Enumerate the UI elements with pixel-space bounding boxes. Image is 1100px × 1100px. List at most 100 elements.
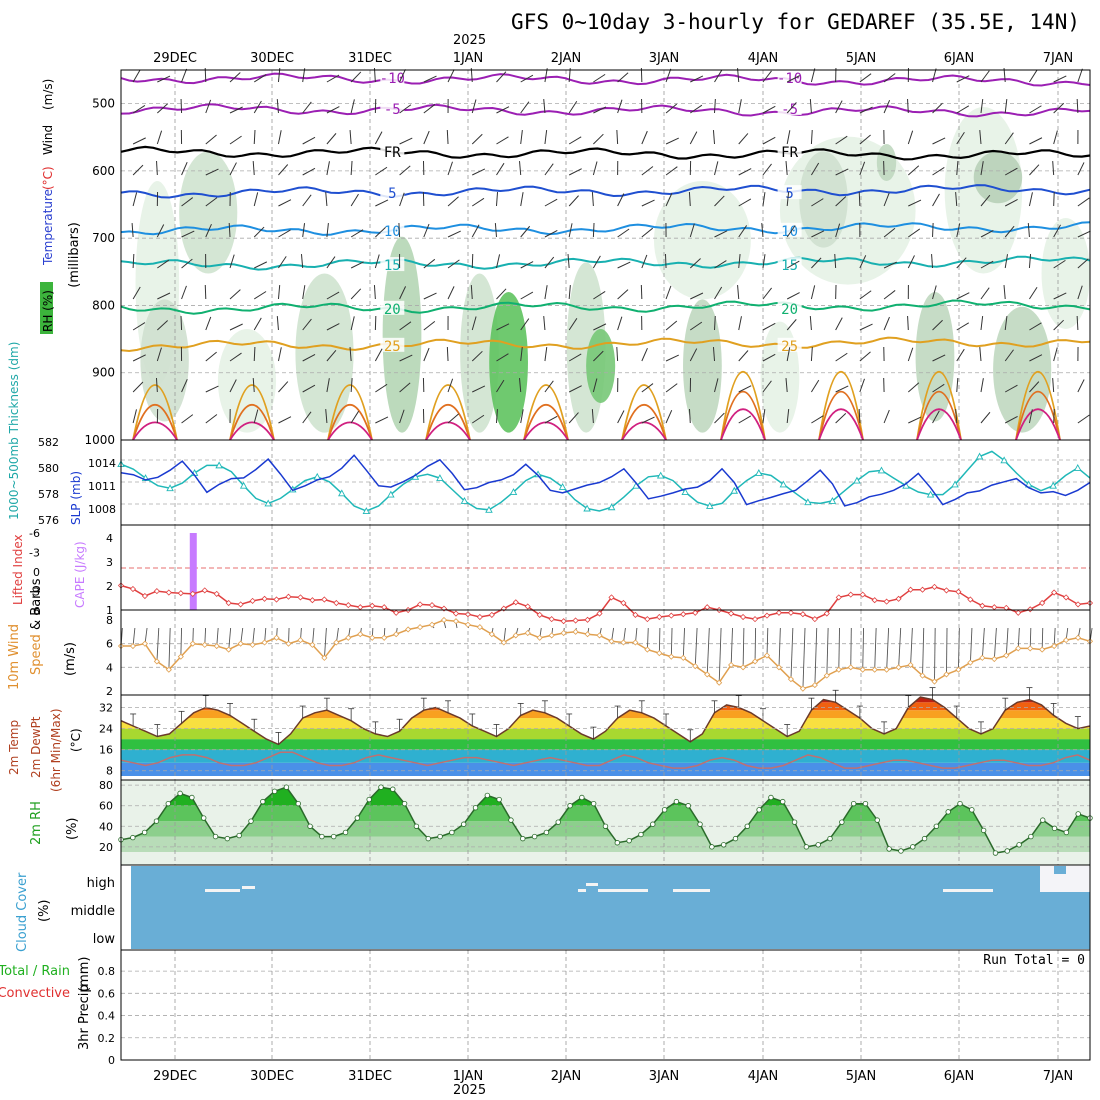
wind-barb xyxy=(302,353,316,362)
thickness-marker xyxy=(607,503,616,511)
wind-barb xyxy=(932,68,937,83)
lifted-index-marker xyxy=(1039,599,1046,607)
rh-marker xyxy=(283,784,290,790)
wind-speed-marker xyxy=(177,653,184,660)
wind-barb xyxy=(447,413,459,424)
wind-barb xyxy=(810,68,816,83)
wind-barb xyxy=(762,322,776,331)
lifted-index-marker xyxy=(728,610,735,617)
rh-marker xyxy=(850,800,857,807)
wind-barb xyxy=(688,408,691,424)
wind-barb xyxy=(326,378,330,393)
wind-barb xyxy=(253,409,259,424)
wind-barb xyxy=(810,129,813,145)
wind-speed-marker xyxy=(357,631,364,638)
wind-barb xyxy=(399,69,406,83)
wind-barb xyxy=(302,411,312,424)
wind-barb xyxy=(229,379,237,393)
wind-barb xyxy=(181,197,194,207)
rh-marker xyxy=(744,823,751,829)
wind-speed-marker xyxy=(763,652,771,659)
isotherm-label: -10 xyxy=(380,71,405,87)
wind-barb xyxy=(1028,254,1032,269)
wind-barb xyxy=(1077,162,1085,176)
isotherm-label: 5 xyxy=(785,186,793,202)
wind-barb xyxy=(180,98,183,114)
wind-barb xyxy=(811,198,824,207)
isotherm-line xyxy=(120,255,1091,271)
wind-barb xyxy=(980,161,984,176)
lifted-index-marker xyxy=(249,597,256,604)
date-label-top: 5JAN xyxy=(846,51,877,66)
slp-line xyxy=(120,454,1091,507)
wind-barb xyxy=(714,412,725,424)
lowlevel-isotherm xyxy=(523,404,569,441)
lowlevel-isotherm xyxy=(621,421,667,441)
wind-barb xyxy=(859,255,867,269)
lifted-index-marker xyxy=(321,596,328,603)
precip-tick: 0 xyxy=(108,1054,115,1067)
rh-marker xyxy=(141,829,148,836)
wind-barb xyxy=(932,285,937,300)
wind-barb xyxy=(229,289,241,300)
isotherm-label-bg xyxy=(777,337,802,352)
wind-barb xyxy=(181,161,188,176)
wind-speed-marker xyxy=(321,654,328,661)
wind-barb xyxy=(156,320,169,331)
rh-marker xyxy=(992,850,999,856)
temp-band xyxy=(121,739,1090,750)
wind-tick: 8 xyxy=(106,614,113,627)
rh-units-label: (%) xyxy=(65,818,80,841)
rh-marker xyxy=(957,800,963,807)
rh-marker xyxy=(331,833,337,840)
wind-barb xyxy=(520,261,534,269)
wind-barb xyxy=(375,166,388,176)
lifted-index-marker xyxy=(632,611,639,618)
wind-barb xyxy=(859,134,871,145)
wind-barb xyxy=(229,106,243,114)
wind-barb xyxy=(1053,347,1058,362)
rh-shading xyxy=(915,292,955,422)
wind-barb xyxy=(907,382,920,393)
wind-speed-marker xyxy=(680,654,687,661)
wind-barb xyxy=(641,130,648,145)
wind-barb xyxy=(593,133,604,145)
thickness-marker xyxy=(755,469,763,476)
wind-speed-marker xyxy=(847,664,854,671)
wind-speed-marker xyxy=(201,641,208,648)
wind-barb xyxy=(859,323,873,331)
wind-barb xyxy=(205,197,218,207)
wind-barb xyxy=(835,412,847,424)
wind-barb xyxy=(689,258,701,269)
wind-speed-marker xyxy=(536,634,543,641)
wind-barb xyxy=(399,286,407,300)
wind-barb xyxy=(156,160,158,176)
wind-barb xyxy=(423,130,430,145)
wind-barb xyxy=(398,222,401,238)
temp-line xyxy=(120,696,1091,746)
wind-barb xyxy=(593,73,606,83)
rh-tick: 20 xyxy=(99,841,113,854)
wind-barb xyxy=(809,316,812,331)
wind-barb xyxy=(520,291,534,300)
wind-speed-marker xyxy=(1003,652,1010,659)
cloud-tick-high: high xyxy=(87,876,115,891)
lifted-index-marker xyxy=(428,602,436,609)
wind-barb xyxy=(205,385,219,393)
wind-speed-marker xyxy=(1074,634,1082,641)
wind-barb xyxy=(738,350,749,362)
wind-barb xyxy=(690,292,704,300)
wind-speed-marker xyxy=(560,629,567,637)
isotherm-label-bg xyxy=(380,222,405,237)
wind-barb xyxy=(423,292,437,300)
wind-barb xyxy=(835,196,847,207)
thickness-marker xyxy=(215,461,223,469)
wind-barb xyxy=(786,347,791,362)
wind-barb xyxy=(835,352,848,362)
wind-barb xyxy=(471,224,480,238)
lifted-index-marker xyxy=(225,599,232,607)
wind-barb xyxy=(932,319,943,331)
wind-barb xyxy=(205,351,217,362)
lifted-index-marker xyxy=(189,590,196,597)
wind-barb xyxy=(809,99,812,114)
